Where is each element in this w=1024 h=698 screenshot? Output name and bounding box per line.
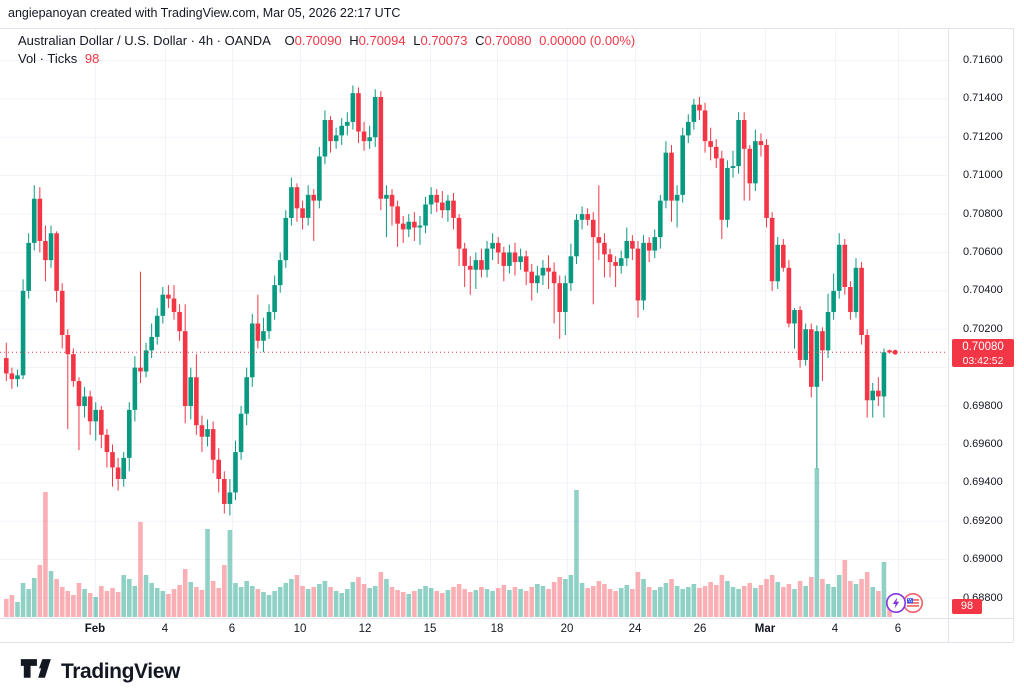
time-axis-label: 6 (228, 623, 236, 635)
price-scale-label: 0.69800 (963, 399, 1003, 412)
time-axis-label: 4 (831, 623, 839, 635)
volume-layer (4, 468, 892, 617)
volume-indicator-label: Vol · Ticks (18, 51, 78, 66)
time-axis-label: 10 (293, 623, 307, 635)
time-axis[interactable]: Feb 4 6 10 12 15 18 20 24 26 Mar 4 6 (0, 620, 1013, 642)
volume-axis-badge: 98 (952, 599, 982, 614)
legend-row-volume: Vol · Ticks 98 (18, 51, 635, 66)
time-axis-label: 6 (894, 623, 902, 635)
chart-legend: Australian Dollar / U.S. Dollar · 4h · O… (18, 33, 635, 66)
current-price-badge: 0.70080 03:42:52 (952, 339, 1014, 367)
ohlc-close-label: C (475, 33, 485, 48)
snapshot-watermark: angiepanoyan created with TradingView.co… (8, 6, 401, 20)
volume-indicator-value: 98 (84, 51, 100, 66)
legend-row-symbol: Australian Dollar / U.S. Dollar · 4h · O… (18, 33, 635, 48)
price-scale-label: 0.70200 (963, 322, 1003, 335)
us-flag-event-icon[interactable] (903, 593, 923, 613)
time-axis-label: 24 (628, 623, 642, 635)
time-axis-label: 18 (490, 623, 504, 635)
ohlc-low-label: L (413, 33, 421, 48)
price-scale-label: 0.71200 (963, 130, 1003, 143)
candles-layer (4, 85, 892, 516)
time-axis-label: 4 (161, 623, 169, 635)
ohlc-close-value: 0.70080 (484, 33, 532, 48)
pane-borders (0, 28, 1014, 643)
current-price-value: 0.70080 (962, 341, 1004, 353)
price-scale-label: 0.69400 (963, 476, 1003, 489)
ohlc-low-value: 0.70073 (420, 33, 468, 48)
price-scale-label: 0.69000 (963, 553, 1003, 566)
ohlc-high-value: 0.70094 (358, 33, 406, 48)
time-axis-label: 26 (693, 623, 707, 635)
time-axis-label: Mar (754, 623, 776, 635)
symbol-title: Australian Dollar / U.S. Dollar · 4h · O… (18, 33, 271, 48)
change-value: 0.00000 (0.00%) (539, 33, 636, 48)
time-axis-label: 15 (423, 623, 437, 635)
lightning-event-icon[interactable] (886, 593, 906, 613)
time-axis-label: Feb (84, 623, 106, 635)
price-scale-label: 0.71400 (963, 92, 1003, 105)
current-price-line (0, 349, 948, 355)
price-scale-label: 0.70600 (963, 245, 1003, 258)
price-scale-label: 0.70400 (963, 284, 1003, 297)
tradingview-logo-text: TradingView (61, 660, 180, 683)
tradingview-logo[interactable]: TradingView (20, 655, 180, 689)
price-scale[interactable]: 0.71600 0.71400 0.71200 0.71000 0.70800 0.706… (949, 28, 1024, 642)
price-scale-label: 0.71600 (963, 54, 1003, 66)
price-scale-label: 0.69600 (963, 437, 1003, 450)
bar-countdown: 03:42:52 (962, 354, 1004, 367)
time-axis-label: 12 (358, 623, 372, 635)
ohlc-high-label: H (349, 33, 359, 48)
price-scale-label: 0.71000 (963, 169, 1003, 182)
tradingview-logo-icon (20, 659, 51, 678)
ohlc-open-label: O (284, 33, 295, 48)
grid-layer (0, 28, 948, 618)
time-axis-label: 20 (560, 623, 574, 635)
price-scale-label: 0.70800 (963, 207, 1003, 220)
ohlc-open-value: 0.70090 (294, 33, 342, 48)
price-scale-label: 0.69200 (963, 514, 1003, 527)
